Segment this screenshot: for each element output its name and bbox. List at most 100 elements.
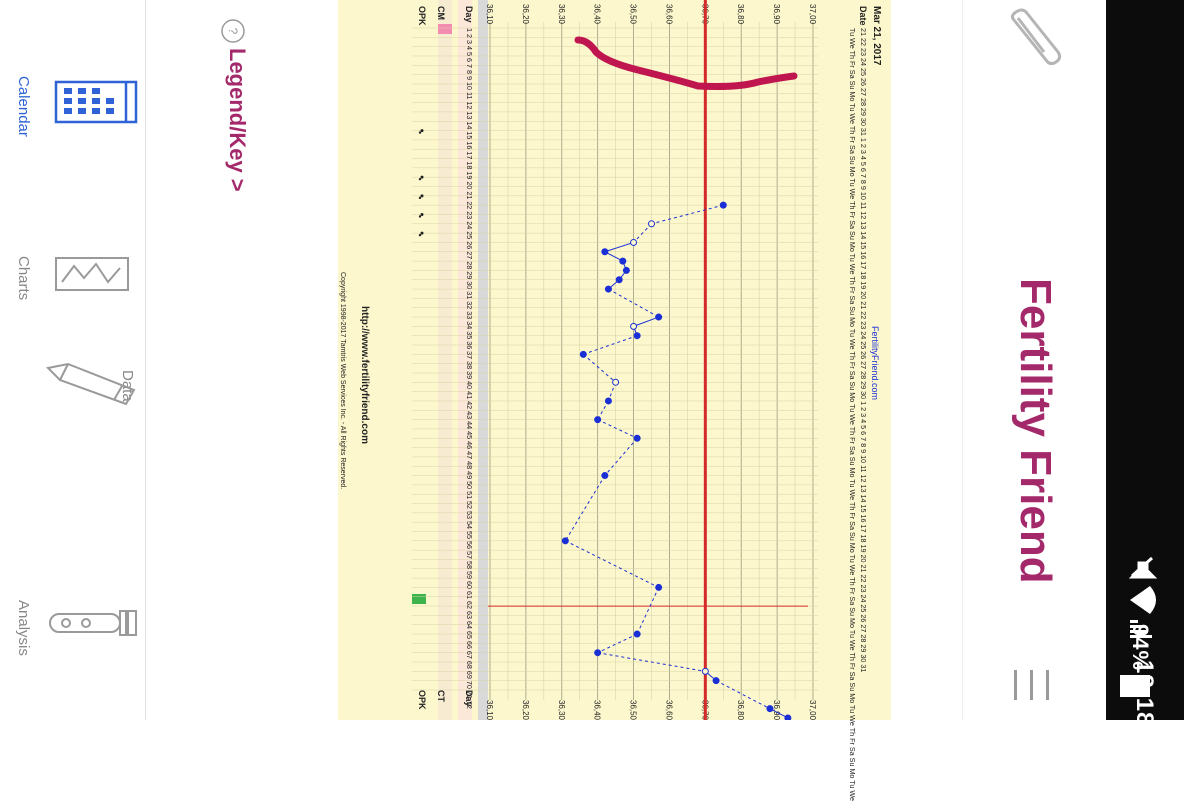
cm-row-band (458, 0, 472, 720)
temp-point (712, 677, 720, 685)
temp-line-segment (604, 437, 638, 476)
svg-text:?: ? (226, 28, 240, 35)
calendar-icon (52, 78, 140, 131)
temp-point (630, 238, 638, 246)
opk-positive-cell (412, 594, 426, 604)
temp-line-segment (633, 223, 652, 243)
date-row-label: Date (858, 6, 868, 26)
app-header (962, 0, 1106, 720)
temp-tick-label-bottom: 37,00 (808, 700, 817, 720)
bbt-chart: 37,0037,0036,9036,9036,8036,8036,7036,70… (338, 0, 891, 750)
temp-point (633, 630, 641, 638)
opk-dot (420, 231, 424, 235)
app-title: Fertility Friend (1011, 278, 1060, 584)
temp-point (561, 537, 569, 545)
nav-label-analysis: Analysis (15, 600, 32, 656)
nav-label-charts: Charts (15, 256, 32, 301)
date-numbers-row: 21 22 23 24 25 26 27 28 29 30 31 1 2 3 4… (859, 28, 868, 673)
temp-point (612, 378, 620, 386)
temp-line-segment (582, 353, 616, 383)
temp-tick-label-top: 36,40 (593, 4, 602, 25)
temp-point (655, 313, 663, 321)
temp-tick-label-bottom: 36,40 (593, 700, 602, 720)
temp-point (601, 248, 609, 256)
legend-key-link[interactable]: Legend/Key > (225, 48, 250, 192)
bottom-nav (0, 0, 146, 720)
nav-item-calendar[interactable]: Calendar (4, 70, 142, 137)
thermometer-icon (1004, 6, 1068, 70)
nav-item-charts[interactable]: Charts (4, 250, 142, 300)
cm-marker-cell (438, 24, 452, 34)
ct-label-right: CT (436, 690, 446, 702)
day-row-band (478, 0, 488, 720)
temp-line-segment (651, 204, 724, 225)
opk-dot (420, 129, 424, 133)
signal-icon (1130, 620, 1152, 638)
mute-icon (1128, 556, 1158, 579)
temp-point (701, 667, 709, 675)
cm-dot (418, 131, 422, 134)
menu-bars-icon[interactable] (1012, 670, 1052, 700)
day-row-label-right: Day (464, 690, 474, 707)
temp-point (633, 434, 641, 442)
temp-point (633, 332, 641, 340)
temp-point (594, 649, 602, 657)
opk-dot (420, 175, 424, 179)
temp-point (630, 322, 638, 330)
chart-wave-icon (54, 256, 130, 297)
temp-tick-label-bottom: 36,30 (557, 700, 566, 720)
cm-row-label: CM (436, 6, 446, 20)
nav-label-calendar: Calendar (15, 76, 32, 137)
nav-item-data[interactable]: Data (40, 360, 142, 440)
temp-tick-label-top: 37,00 (808, 4, 817, 25)
legend-help-icon[interactable]: ? (220, 18, 246, 44)
temp-tick-label-top: 36,80 (736, 4, 745, 25)
temp-point (784, 714, 792, 722)
temp-tick-label-top: 36,90 (772, 4, 781, 25)
temp-point (619, 257, 627, 265)
temp-line-segment (636, 587, 660, 635)
pencil-icon (42, 360, 138, 415)
temp-tick-label-top: 36,30 (557, 4, 566, 25)
temp-line-segment (597, 633, 638, 654)
analysis-icon (48, 610, 140, 641)
temp-tick-label-bottom: 36,50 (629, 700, 638, 720)
temp-point (604, 397, 612, 405)
temp-tick-label-top: 36,10 (485, 4, 494, 25)
temp-tick-label-top: 36,60 (664, 4, 673, 25)
temp-line-segment (565, 540, 659, 588)
temp-point (719, 201, 727, 209)
temp-line-segment (633, 316, 659, 327)
temp-tick-label-bottom: 36,60 (664, 700, 673, 720)
status-icons-svg (1128, 556, 1158, 638)
temp-line-segment (564, 475, 606, 542)
temp-line-segment (597, 419, 638, 439)
temp-point (594, 416, 602, 424)
temp-point (601, 472, 609, 480)
day-numbers-row: 1 2 3 4 5 6 7 8 9 10 11 12 13 14 15 16 1… (465, 28, 474, 709)
temp-point (615, 276, 623, 284)
weekday-row: Tu We Th Fr Sa Su Mo Tu We Th Fr Sa Su M… (848, 28, 857, 801)
opk-row-label-right: OPK (417, 690, 427, 710)
temp-tick-label-top: 36,20 (521, 4, 530, 25)
temp-point (655, 583, 663, 591)
status-time: 18:18 (1131, 660, 1158, 727)
temp-point (766, 705, 774, 713)
temp-point (604, 285, 612, 293)
temp-line-segment (715, 680, 771, 710)
day-row-label: Day (464, 6, 474, 23)
temp-tick-label-bottom: 36,90 (772, 700, 781, 720)
chart-url: http://www.fertilityfriend.com (359, 306, 370, 444)
opk-row-label: OPK (417, 6, 427, 26)
cm-dot (418, 233, 422, 237)
opk-dot (420, 212, 424, 216)
chart-svg: 37,0037,0036,9036,9036,8036,8036,7036,70… (412, 0, 818, 750)
cm-dot (418, 215, 422, 218)
chart-site-name: FertilityFriend.com (870, 326, 880, 401)
wifi-icon (1130, 586, 1156, 614)
cm-dot (418, 196, 422, 200)
temp-tick-label-bottom: 36,20 (521, 700, 530, 720)
chart-date-label: Mar 21, 2017 (871, 6, 882, 66)
cm-dot (418, 177, 422, 181)
nav-item-analysis[interactable]: Analysis (4, 598, 142, 656)
